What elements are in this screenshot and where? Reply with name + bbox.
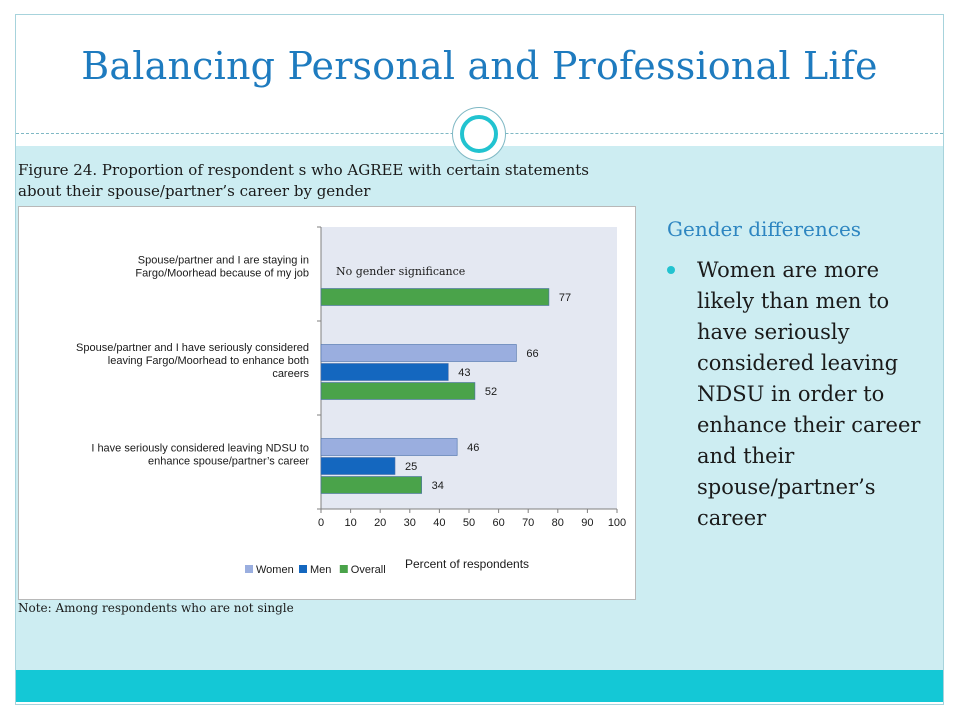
- decorative-ring: [460, 115, 498, 153]
- slide-title: Balancing Personal and Professional Life: [81, 44, 878, 88]
- x-tick-label: 30: [404, 517, 416, 529]
- x-tick-label: 50: [463, 517, 475, 529]
- bar-men: [320, 457, 396, 475]
- legend-label: Women: [256, 564, 294, 576]
- category-label: careers: [272, 368, 309, 380]
- bar-overall: [320, 382, 476, 400]
- data-label: 66: [526, 348, 538, 360]
- category-label: enhance spouse/partner’s career: [148, 456, 309, 468]
- data-label: 34: [432, 480, 444, 492]
- side-bullet-text: Women are more likely than men to have s…: [697, 258, 921, 530]
- bar-overall: [320, 476, 422, 494]
- bar-chart: 0 10 20 30 40 50 60 70 80 90 100 77 Spouse/partner a…: [76, 226, 626, 576]
- x-tick-label: 90: [581, 517, 593, 529]
- data-label: 77: [559, 292, 571, 304]
- x-tick-label: 0: [318, 517, 324, 529]
- legend-swatch-women: [245, 565, 253, 573]
- side-heading: Gender differences: [667, 217, 862, 241]
- bar-men: [320, 363, 449, 381]
- x-tick-label: 70: [522, 517, 534, 529]
- category-label: Fargo/Moorhead because of my job: [135, 268, 309, 280]
- data-label: 43: [458, 367, 470, 379]
- figure-caption: Figure 24. Proportion of respondent s wh…: [18, 161, 589, 200]
- footer-band: [16, 670, 943, 702]
- x-tick-label: 80: [552, 517, 564, 529]
- category-label: leaving Fargo/Moorhead to enhance both: [108, 355, 309, 367]
- chart-note: Note: Among respondents who are not sing…: [18, 601, 294, 615]
- side-bullet-item: Women are more likely than men to have s…: [667, 255, 937, 534]
- category-label: Spouse/partner and I are staying in: [138, 255, 309, 267]
- x-tick-label: 60: [492, 517, 504, 529]
- legend-swatch-men: [299, 565, 307, 573]
- x-tick-label: 40: [433, 517, 445, 529]
- bar-women: [320, 344, 517, 362]
- bar-women: [320, 438, 458, 456]
- x-tick-label: 100: [608, 517, 626, 529]
- x-axis-title: Percent of respondents: [405, 557, 529, 571]
- chart-annotation: No gender significance: [336, 265, 465, 278]
- slide-frame: [15, 14, 944, 705]
- bar-overall: [320, 288, 550, 306]
- x-tick-label: 20: [374, 517, 386, 529]
- data-label: 52: [485, 386, 497, 398]
- legend-label: Men: [310, 564, 331, 576]
- data-label: 46: [467, 442, 479, 454]
- decorative-circle: [452, 107, 506, 161]
- category-label: I have seriously considered leaving NDSU…: [91, 443, 309, 455]
- side-bullet-list: Women are more likely than men to have s…: [667, 255, 937, 534]
- bullet-dot-icon: [667, 266, 675, 274]
- legend-swatch-overall: [339, 565, 348, 573]
- data-label: 25: [405, 461, 417, 473]
- chart-container: 0 10 20 30 40 50 60 70 80 90 100 77 Spouse/partner a…: [18, 206, 636, 600]
- legend-label: Overall: [351, 564, 386, 576]
- category-label: Spouse/partner and I have seriously cons…: [76, 342, 309, 354]
- x-tick-label: 10: [344, 517, 356, 529]
